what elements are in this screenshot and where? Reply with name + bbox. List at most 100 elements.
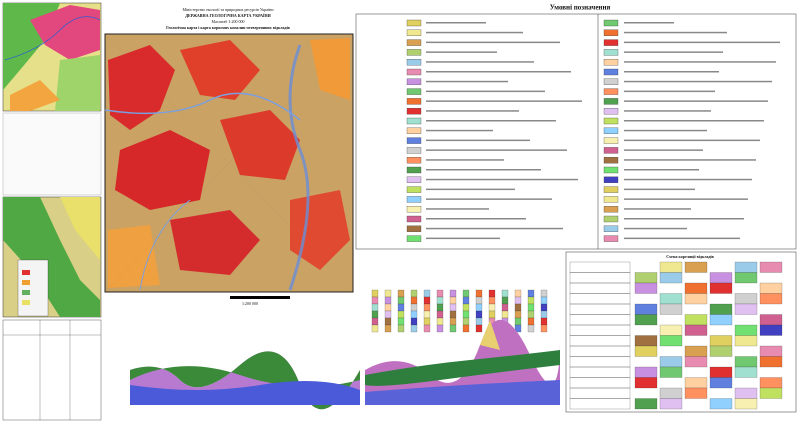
legend-swatch [603,108,619,115]
correlation-block [659,356,683,368]
correlation-block [709,345,733,357]
correlation-block [659,335,683,347]
column-layer [423,296,431,305]
scale-text: Масштаб 1:200 000 [212,19,245,24]
legend-swatch [406,206,422,213]
legend-swatch [603,235,619,242]
legend-text-line [426,110,519,112]
legend-swatch [603,137,619,144]
legend-text-line [624,237,740,240]
column-layer [540,317,548,326]
column-layer [462,310,470,319]
correlation-block [684,293,708,305]
correlation-block [634,272,658,284]
column-layer [475,289,483,298]
column-layer [371,296,379,305]
legend-swatch [406,137,422,144]
legend-text-line [426,218,526,220]
legend-text-line [426,31,523,34]
column-layer [423,310,431,319]
correlation-block [759,293,783,305]
legend-swatch [406,88,422,95]
column-layer [449,324,457,333]
legend-swatch [603,49,619,56]
column-layer [436,324,444,333]
legend-text-line [624,90,715,93]
column-layer [436,303,444,312]
correlation-block [734,272,758,284]
legend-swatch [406,117,422,125]
column-layer [397,324,405,333]
correlation-block [659,303,683,315]
column-layer [501,303,509,312]
legend-swatch [603,19,619,27]
legend-text-line [624,149,703,151]
legend-text-line [426,41,560,44]
legend-text-line [624,139,760,142]
legend-text-line [624,208,691,210]
column-layer [423,324,431,333]
column-layer [475,310,483,319]
correlation-block [709,366,733,378]
column-layer [436,310,444,319]
legend-swatch [406,39,422,46]
column-layer [462,317,470,326]
column-layer [449,289,457,298]
legend-text-line [624,100,768,102]
legend-text-line [426,61,534,63]
legend-swatch [603,78,619,85]
correlation-block [684,377,708,389]
column-layer [488,296,496,305]
correlation-block [759,324,783,336]
legend-text-line [426,22,486,24]
column-layer [410,310,418,319]
legend-swatch [603,39,619,46]
correlation-block [659,293,683,305]
legend-swatch [603,88,619,95]
column-layer [384,289,392,298]
legend-text-line [624,110,711,112]
column-layer [410,317,418,326]
map-title: Геологічна карта і карта корисних копали… [166,25,291,30]
legend-swatch [406,127,422,134]
column-layer [540,289,548,298]
correlation-block [659,272,683,284]
column-layer [527,303,535,312]
legend-swatch [406,49,422,56]
legend-text-line [426,51,497,53]
correlation-block [759,356,783,368]
correlation-block [734,356,758,368]
legend-swatch [406,29,422,36]
column-layer [371,317,379,326]
correlation-block [684,314,708,326]
legend-swatch [603,215,619,223]
legend-text-line [426,208,489,210]
correlation-block [684,324,708,336]
legend-text-line [624,71,719,73]
column-layer [514,296,522,305]
column-layer [384,310,392,319]
column-layer [527,317,535,326]
correlation-block [634,335,658,347]
column-layer [384,303,392,312]
legend-swatch [406,186,422,193]
column-layer [488,303,496,312]
legend-text-line [426,169,541,171]
legend-text-line [624,198,748,200]
column-layer [540,303,548,312]
correlation-block [759,345,783,357]
legend-swatch [406,59,422,66]
column-layer [436,289,444,298]
cross-sections [130,319,560,410]
correlation-block [759,261,783,273]
legend-text-line [426,198,552,200]
legend-swatch [603,196,619,203]
column-layer [514,317,522,326]
correlation-row [569,398,631,410]
legend-text-line [426,149,567,151]
column-layer [514,303,522,312]
column-layer [371,324,379,333]
legend-text-line [624,22,674,24]
correlation-blocks [569,261,783,410]
column-layer [449,310,457,319]
